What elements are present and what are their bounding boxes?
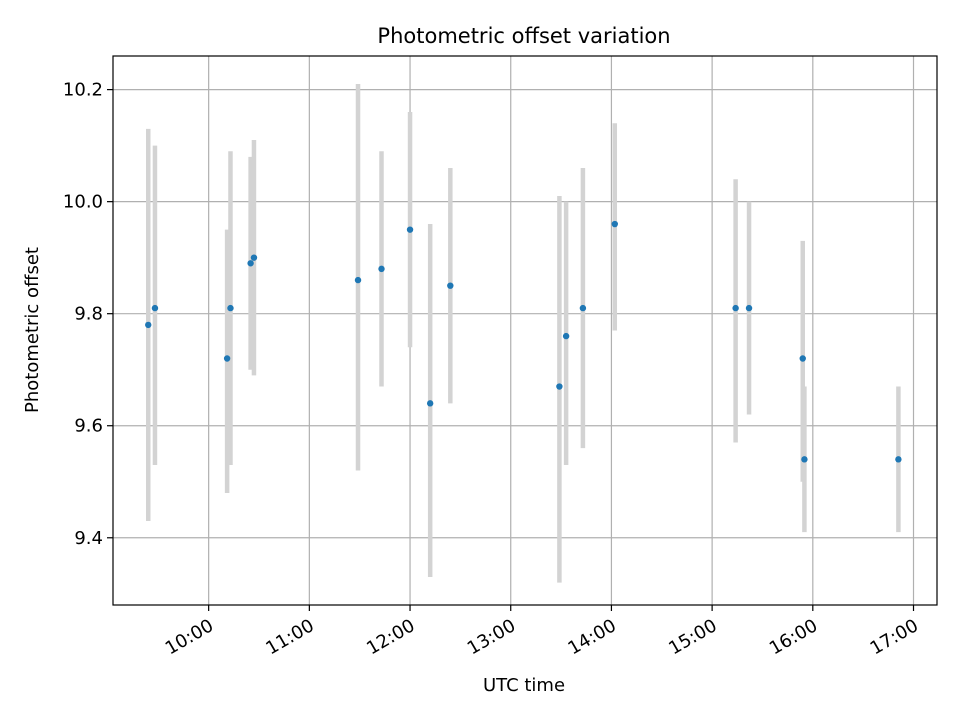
data-point (250, 254, 258, 261)
data-point (145, 321, 152, 329)
data-point (151, 304, 159, 312)
x-axis-label: UTC time (483, 675, 565, 696)
data-point (447, 282, 454, 289)
data-point (354, 276, 362, 284)
data-point (579, 304, 587, 312)
data-point (227, 304, 234, 312)
data-point (799, 355, 806, 362)
chart-title: Photometric offset variation (377, 24, 670, 48)
data-point (611, 220, 618, 228)
y-tick-label: 10.2 (63, 80, 103, 101)
data-point (378, 265, 385, 273)
data-point (895, 456, 902, 463)
y-tick-label: 9.4 (74, 528, 103, 549)
data-point (426, 400, 434, 407)
data-point (732, 304, 739, 312)
data-point (801, 456, 808, 463)
data-point (247, 260, 254, 267)
data-point (223, 355, 231, 362)
marker-group (145, 220, 902, 463)
y-tick-label: 9.8 (74, 304, 103, 325)
data-point (556, 383, 563, 390)
data-point (562, 332, 570, 340)
y-tick-label: 10.0 (63, 192, 103, 213)
plot-frame (112, 55, 938, 606)
y-axis-label: Photometric offset (22, 247, 43, 413)
data-point (406, 226, 414, 233)
data-point (745, 304, 753, 312)
y-axis-ticks: 9.4 9.6 9.8 10.0 10.2 (63, 80, 113, 549)
y-tick-label: 9.6 (74, 416, 103, 437)
